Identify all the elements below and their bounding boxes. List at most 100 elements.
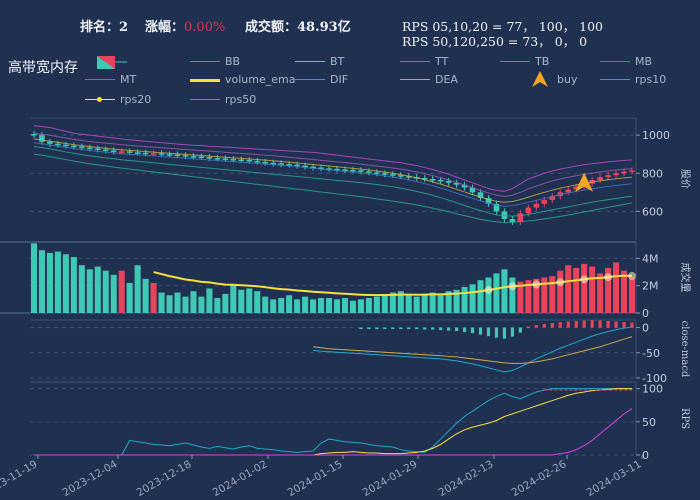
- volume-bar: [589, 266, 596, 313]
- candle: [605, 175, 611, 178]
- macd-bar: [359, 327, 363, 330]
- rank-label: 排名：2: [80, 20, 129, 35]
- volume-bar: [102, 270, 109, 313]
- candle: [47, 141, 53, 144]
- y-tick-label: 0: [642, 449, 649, 462]
- turnover-label: 成交额：48.93亿: [245, 20, 351, 35]
- candle: [533, 203, 540, 208]
- legend-label-mt[interactable]: MT: [120, 73, 137, 86]
- volume-bar: [214, 297, 221, 313]
- legend-buy-icon[interactable]: [530, 70, 550, 88]
- volume-bar: [549, 276, 556, 313]
- rps20-line: [33, 388, 633, 456]
- legend-line-rps10[interactable]: [600, 79, 630, 80]
- candle: [278, 163, 284, 165]
- legend-label-dif[interactable]: DIF: [330, 73, 349, 86]
- volume-ema-glow: [556, 278, 565, 287]
- legend-line-bb[interactable]: [190, 61, 220, 62]
- volume-bar: [533, 278, 540, 313]
- macd-bar: [415, 327, 419, 330]
- y-tick-label: 2M: [642, 280, 659, 293]
- volume-bar: [349, 300, 356, 313]
- volume-ema-glow: [532, 280, 541, 289]
- volume-bar: [517, 281, 524, 313]
- volume-bar: [318, 297, 325, 313]
- candle: [134, 152, 141, 154]
- legend-line-dea[interactable]: [400, 79, 430, 80]
- price-line-bt: [33, 138, 633, 203]
- legend-label-buy[interactable]: buy: [557, 73, 578, 86]
- macd-bar: [566, 321, 570, 328]
- legend-line-tt[interactable]: [400, 61, 430, 62]
- legend-line-tb[interactable]: [500, 61, 530, 62]
- macd-bar: [399, 327, 403, 330]
- volume-bar: [597, 273, 604, 313]
- legend-line-bt[interactable]: [295, 61, 325, 62]
- candle: [501, 211, 508, 220]
- volume-ema-glow: [628, 271, 637, 280]
- y-tick-label: 600: [642, 205, 663, 218]
- legend-down-swatch: [97, 56, 115, 69]
- y-tick-label: 0: [642, 307, 649, 320]
- candle: [55, 143, 61, 146]
- price-line-tt: [33, 125, 633, 192]
- legend-line-volume-ema[interactable]: [190, 79, 220, 82]
- rps10-line: [33, 388, 633, 456]
- volume-bar: [501, 269, 508, 313]
- volume-bar: [421, 293, 428, 313]
- legend-label-dea[interactable]: DEA: [435, 73, 458, 86]
- candle: [182, 155, 189, 157]
- legend-label-rps50[interactable]: rps50: [225, 93, 257, 106]
- candle: [150, 153, 157, 155]
- volume-bar: [134, 265, 141, 313]
- macd-bar: [502, 327, 507, 339]
- legend-label-rps20[interactable]: rps20: [120, 93, 152, 106]
- legend-label-tt[interactable]: TT: [435, 55, 449, 68]
- volume-bar: [118, 270, 125, 313]
- candle: [629, 170, 635, 172]
- volume-bar: [541, 277, 548, 313]
- macd-bar: [391, 327, 395, 330]
- candle: [485, 198, 492, 204]
- candle: [549, 196, 556, 200]
- macd-bar: [407, 327, 411, 330]
- volume-bar: [485, 277, 492, 313]
- volume-bar: [198, 296, 205, 313]
- legend-line-mt[interactable]: [85, 79, 115, 80]
- legend-dot-rps20: [97, 97, 102, 102]
- volume-bar: [142, 278, 149, 313]
- legend-line-dif[interactable]: [295, 79, 325, 80]
- candle: [390, 174, 396, 176]
- candle: [445, 180, 452, 183]
- legend-line-rps50[interactable]: [190, 99, 220, 100]
- volume-bar: [437, 295, 444, 313]
- macd-bar: [518, 327, 522, 333]
- legend-label-mb[interactable]: MB: [635, 55, 653, 68]
- legend-label-bt[interactable]: BT: [330, 55, 345, 68]
- candle: [142, 152, 149, 155]
- candle: [469, 187, 476, 193]
- volume-bar: [110, 274, 117, 313]
- legend-label-volume-ema[interactable]: volume_ema: [225, 73, 296, 86]
- candle: [525, 207, 532, 214]
- x-tick-label: 2024-03-11: [585, 458, 644, 499]
- volume-ema-glow: [484, 286, 493, 295]
- volume-bar: [628, 277, 636, 313]
- legend-label-bb[interactable]: BB: [225, 55, 241, 68]
- price-line-tb: [33, 146, 633, 217]
- y-tick-label: -100: [642, 372, 667, 385]
- volume-bar: [333, 299, 341, 313]
- volume-bar: [222, 293, 229, 313]
- candle: [190, 156, 197, 158]
- legend-label-rps10[interactable]: rps10: [635, 73, 667, 86]
- x-tick-label: 2023-12-04: [61, 458, 120, 499]
- volume-bar: [509, 277, 516, 313]
- volume-bar: [182, 296, 189, 313]
- legend-line-mb[interactable]: [600, 61, 630, 62]
- macd-bar: [598, 320, 602, 328]
- candle-legend-icon[interactable]: [95, 54, 135, 74]
- legend-label-tb[interactable]: TB: [535, 55, 550, 68]
- macd-bar: [510, 327, 515, 337]
- candle: [294, 164, 300, 167]
- candle: [270, 162, 276, 165]
